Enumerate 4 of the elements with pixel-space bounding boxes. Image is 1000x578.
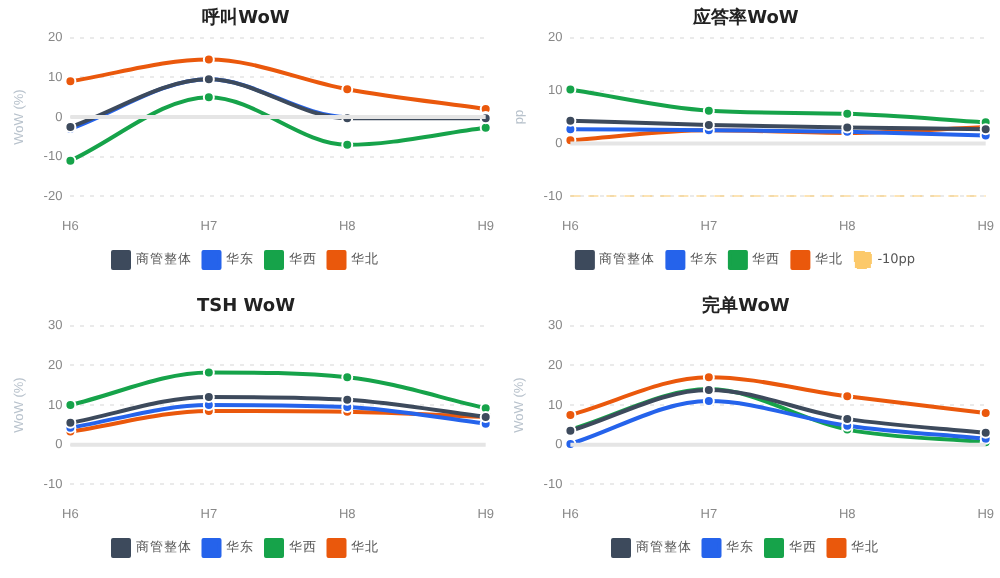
chart-title: 完单WoW — [702, 295, 790, 318]
chart-title: 呼叫WoW — [202, 7, 290, 30]
chart-title: TSH WoW — [196, 297, 296, 318]
chart-title: 应答率WoW — [691, 7, 799, 30]
